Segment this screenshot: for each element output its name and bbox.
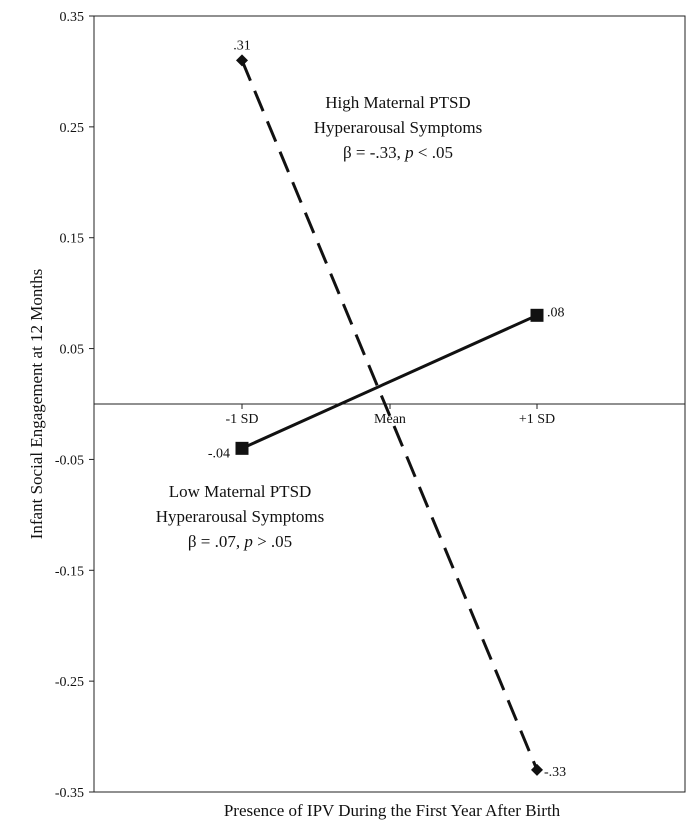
low-ptsd-series-line	[242, 315, 537, 448]
x-axis-title: Presence of IPV During the First Year Af…	[224, 801, 561, 820]
data-label: .08	[547, 305, 565, 320]
y-axis-ticks: 0.35 0.25 0.15 0.05 -0.05 -0.15 -0.25 -0.35	[55, 10, 94, 801]
diamond-marker	[236, 54, 248, 66]
square-marker	[531, 309, 544, 322]
y-tick-label: 0.25	[60, 121, 85, 136]
annotation-low-stats: β = .07, p > .05	[188, 532, 292, 551]
y-tick-label: -0.35	[55, 786, 84, 801]
x-tick-label: -1 SD	[225, 412, 258, 427]
high-ptsd-series-line	[242, 60, 537, 769]
annotation-high-line1: High Maternal PTSD	[325, 93, 470, 112]
data-label: -.33	[544, 765, 566, 780]
y-tick-label: -0.25	[55, 675, 84, 690]
data-label: .31	[233, 38, 251, 53]
y-tick-label: -0.15	[55, 564, 84, 579]
data-label: -.04	[208, 446, 230, 461]
annotation-high-line2: Hyperarousal Symptoms	[314, 118, 483, 137]
square-marker	[236, 442, 249, 455]
y-tick-label: 0.35	[60, 10, 85, 25]
annotation-high-stats: β = -.33, p < .05	[343, 143, 453, 162]
annotation-low-line1: Low Maternal PTSD	[169, 482, 312, 501]
y-axis-title: Infant Social Engagement at 12 Months	[27, 269, 46, 540]
annotation-high: High Maternal PTSD Hyperarousal Symptoms…	[314, 93, 483, 162]
annotation-low: Low Maternal PTSD Hyperarousal Symptoms …	[156, 482, 325, 551]
diamond-marker	[531, 764, 543, 776]
annotation-low-line2: Hyperarousal Symptoms	[156, 507, 325, 526]
y-tick-label: 0.05	[60, 343, 85, 358]
y-tick-label: -0.05	[55, 453, 84, 468]
x-tick-label: +1 SD	[519, 412, 555, 427]
y-tick-label: 0.15	[60, 232, 85, 247]
